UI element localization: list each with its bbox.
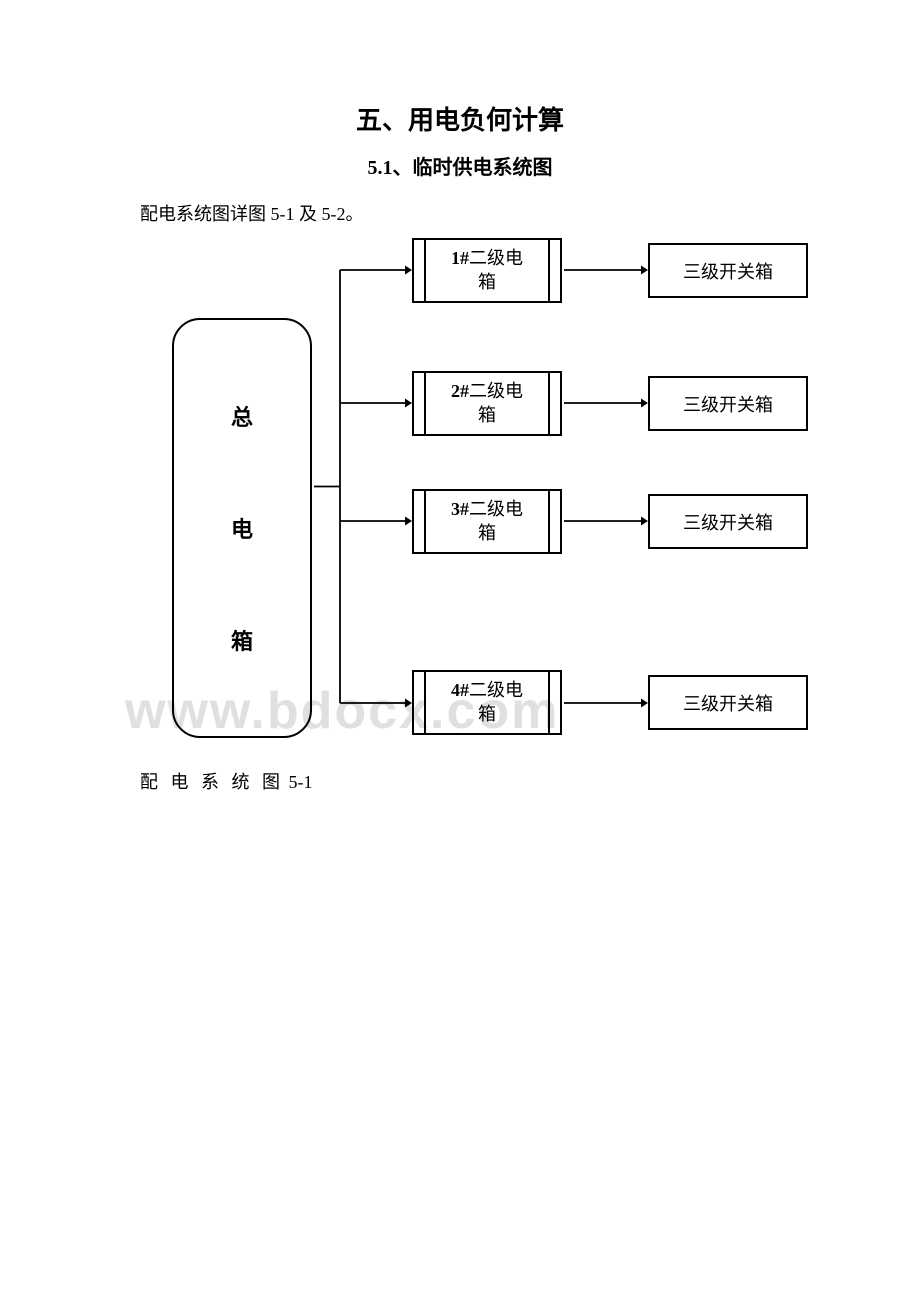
figure-caption: 配 电 系 统 图 5-1 [140,768,845,794]
level3-box-3: 三级开关箱 [648,494,808,549]
intro-text: 配电系统图详图 5-1 及 5-2。 [140,200,845,226]
caption-prefix: 配 电 系 统 图 [140,772,284,792]
main-box-char-1: 总 [231,400,253,432]
level3-box-1: 三级开关箱 [648,243,808,298]
page-container: 五、用电负何计算 5.1、临时供电系统图 配电系统图详图 5-1 及 5-2。 … [0,0,920,794]
flowchart-diagram: 总 电 箱 1#二级电箱2#二级电箱3#二级电箱4#二级电箱三级开关箱三级开关箱… [75,238,855,748]
main-box-char-2: 电 [231,512,253,544]
level2-box-1: 1#二级电箱 [412,238,562,303]
caption-number: 5-1 [284,772,313,792]
level2-box-4: 4#二级电箱 [412,670,562,735]
level3-box-4: 三级开关箱 [648,675,808,730]
level2-box-3: 3#二级电箱 [412,489,562,554]
section-title: 五、用电负何计算 [75,100,845,137]
level3-box-2: 三级开关箱 [648,376,808,431]
main-box-char-3: 箱 [231,624,253,656]
section-subtitle: 5.1、临时供电系统图 [75,151,845,180]
level2-box-2: 2#二级电箱 [412,371,562,436]
main-distribution-box: 总 电 箱 [172,318,312,738]
